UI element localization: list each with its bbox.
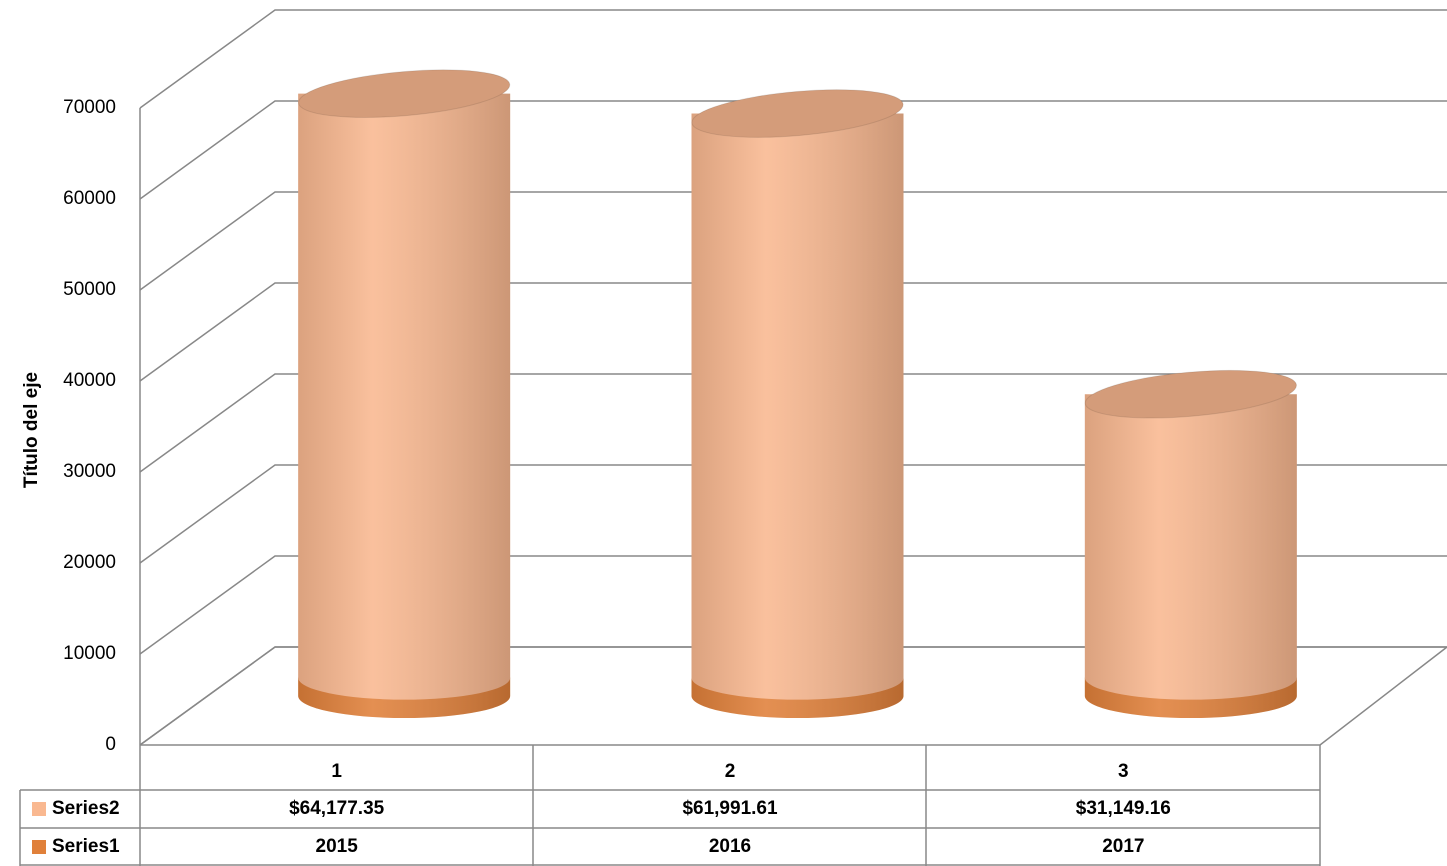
bar-shade <box>691 113 904 700</box>
bar-top-shade <box>1085 370 1297 418</box>
grid-line <box>139 464 1447 564</box>
x-tick-label: 1 <box>331 761 342 782</box>
cylinder <box>691 89 904 700</box>
y-tick-label: 40000 <box>63 370 116 391</box>
y-tick-label: 70000 <box>63 97 116 118</box>
cylinder <box>298 69 511 700</box>
y-tick-label: 50000 <box>63 279 116 300</box>
y-tick-label: 30000 <box>63 461 116 482</box>
bar-top <box>1084 369 1297 419</box>
data-table-value: 2015 <box>316 836 359 857</box>
x-tick-label: 3 <box>1118 761 1129 782</box>
grid-line <box>139 282 1447 382</box>
y-tick-label: 20000 <box>63 552 116 573</box>
bar-top <box>691 89 904 138</box>
legend-label: Series2 <box>52 798 120 819</box>
bar-top-shade <box>691 89 904 138</box>
grid-line <box>139 555 1447 655</box>
grid-line <box>139 9 1447 109</box>
data-table-value: $31,149.16 <box>1076 798 1171 819</box>
legend-key <box>32 802 46 816</box>
y-axis-title: Título del eje <box>21 372 42 488</box>
data-table-value: $61,991.61 <box>682 798 778 819</box>
grid-line <box>139 191 1447 291</box>
grid-line <box>139 100 1447 200</box>
y-tick-label: 60000 <box>63 188 116 209</box>
data-table-value: 2016 <box>709 836 751 857</box>
bar-shade <box>1084 394 1297 700</box>
y-tick-label: 0 <box>105 734 116 755</box>
cylinder <box>1084 369 1297 700</box>
data-table-value: $64,177.35 <box>289 798 385 819</box>
data-table-value: 2017 <box>1102 836 1144 857</box>
bar-shade <box>298 93 511 700</box>
grid-line <box>139 646 1447 746</box>
bar-top-shade <box>298 69 510 118</box>
y-tick-label: 10000 <box>63 643 116 664</box>
legend-key <box>32 840 46 854</box>
bar-top <box>298 69 511 118</box>
data-table <box>19 745 1321 866</box>
legend-label: Series1 <box>52 836 120 857</box>
x-tick-label: 2 <box>725 761 736 782</box>
grid-line <box>139 373 1447 473</box>
